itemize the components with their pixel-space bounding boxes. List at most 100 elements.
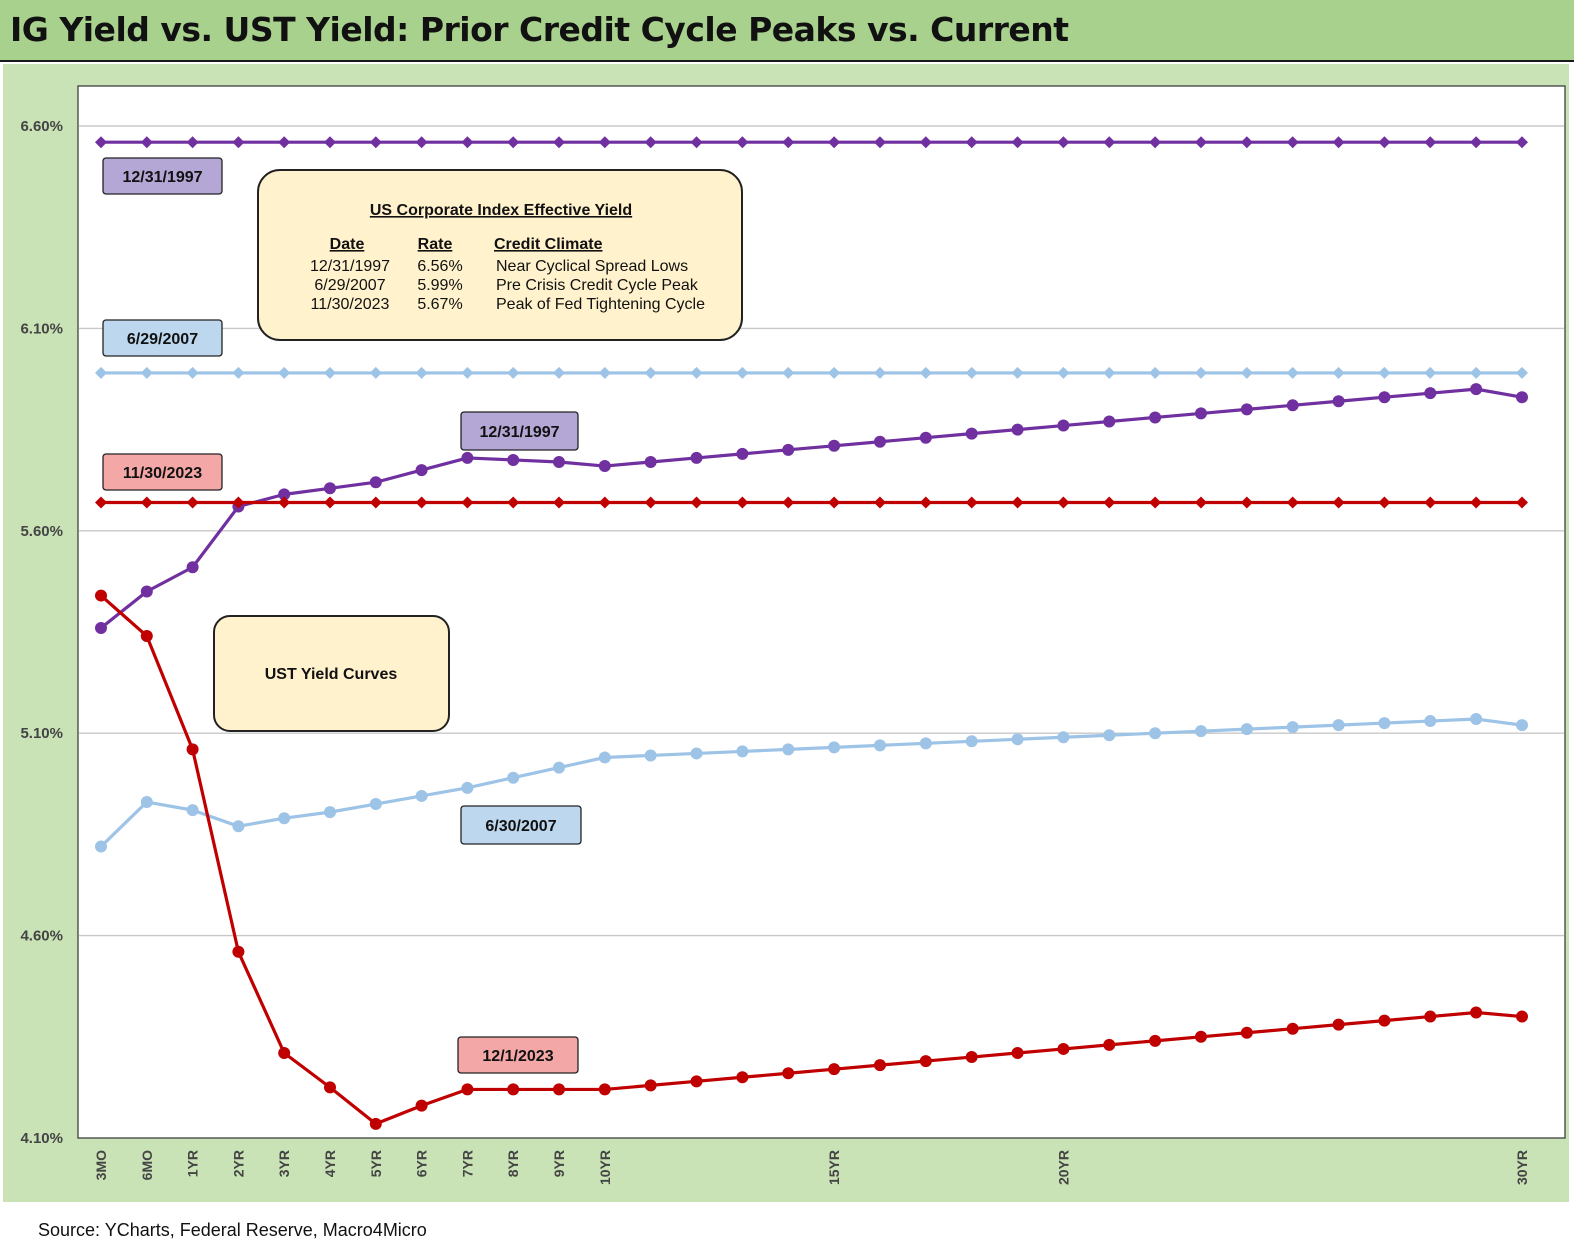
- data-point: [324, 482, 336, 495]
- legend-table-cell: Near Cyclical Spread Lows: [496, 258, 688, 275]
- legend-table-cell: 6/29/2007: [314, 277, 385, 294]
- data-point: [736, 366, 749, 379]
- data-point: [828, 439, 841, 452]
- data-point: [919, 496, 932, 509]
- data-point: [1194, 136, 1207, 149]
- series-ust-4: [95, 713, 1528, 853]
- series-ig_flat-2: [95, 496, 1528, 509]
- data-point: [461, 496, 474, 509]
- data-point: [1194, 1030, 1207, 1043]
- data-point: [1332, 496, 1345, 509]
- series-line: [100, 387, 1523, 630]
- data-point: [782, 743, 795, 756]
- data-point: [369, 496, 382, 509]
- data-point: [415, 464, 428, 477]
- data-point: [1011, 733, 1024, 746]
- data-point: [690, 451, 703, 464]
- data-point: [1332, 1018, 1345, 1031]
- data-point: [736, 496, 749, 509]
- data-point: [1332, 136, 1345, 149]
- data-point: [1240, 723, 1253, 736]
- data-point: [919, 136, 932, 149]
- label-box-bg: [457, 1036, 579, 1074]
- data-point: [828, 496, 841, 509]
- data-point: [461, 1083, 474, 1096]
- data-point: [1011, 1046, 1024, 1059]
- legend-table-cell: 11/30/2023: [311, 296, 390, 313]
- data-point: [1149, 366, 1162, 379]
- series-label-box: 6/29/2007: [102, 319, 223, 357]
- series-label: 12/31/1997: [122, 169, 202, 186]
- series-label: 11/30/2023: [123, 465, 202, 482]
- data-point: [507, 366, 520, 379]
- data-point: [1103, 136, 1116, 149]
- data-point: [873, 496, 886, 509]
- data-point: [644, 455, 657, 468]
- legend-table-cell: Peak of Fed Tightening Cycle: [496, 296, 705, 313]
- data-point: [965, 366, 978, 379]
- ust-yield-curves-box: UST Yield Curves: [213, 615, 450, 732]
- data-point: [1286, 1022, 1299, 1035]
- data-point: [1424, 1010, 1437, 1023]
- x-tick-label: 6YR: [414, 1150, 430, 1177]
- series-line: [99, 717, 1523, 848]
- data-point: [1240, 1026, 1253, 1039]
- y-tick-label: 6.60%: [20, 118, 63, 135]
- data-point: [1424, 366, 1437, 379]
- data-point: [965, 136, 978, 149]
- series-label-box: 12/31/1997: [102, 157, 223, 195]
- data-point: [1103, 366, 1116, 379]
- data-point: [919, 737, 932, 750]
- series-label-box: 6/30/2007: [460, 805, 582, 845]
- data-point: [919, 431, 932, 444]
- data-point: [232, 366, 245, 379]
- data-point: [95, 366, 107, 379]
- data-point: [1378, 1014, 1391, 1027]
- data-point: [1286, 496, 1299, 509]
- data-point: [873, 136, 886, 149]
- data-point: [140, 136, 153, 149]
- data-point: [1149, 136, 1162, 149]
- data-point: [232, 136, 245, 149]
- data-point: [1516, 719, 1528, 732]
- data-point: [415, 136, 428, 149]
- data-point: [369, 1117, 382, 1130]
- data-point: [324, 806, 336, 819]
- data-point: [644, 749, 657, 762]
- data-point: [1011, 423, 1024, 436]
- data-point: [1240, 366, 1253, 379]
- data-point: [1240, 496, 1253, 509]
- x-tick-label: 7YR: [459, 1150, 475, 1177]
- data-point: [95, 840, 107, 853]
- label-box-bg: [460, 805, 582, 845]
- data-point: [598, 751, 611, 764]
- series-label: 12/31/1997: [479, 424, 559, 441]
- data-point: [553, 496, 565, 509]
- data-point: [140, 796, 153, 809]
- data-point: [415, 1099, 428, 1112]
- gridlines: [79, 125, 1564, 937]
- data-point: [690, 1075, 703, 1088]
- legend-table-cell: 6.56%: [417, 258, 462, 275]
- data-point: [186, 496, 199, 509]
- data-point: [1194, 366, 1207, 379]
- data-point: [690, 496, 703, 509]
- data-point: [186, 136, 199, 149]
- label-box-bg: [102, 157, 223, 195]
- data-point: [1286, 721, 1299, 734]
- data-point: [186, 561, 199, 574]
- data-point: [1470, 713, 1483, 726]
- data-point: [1378, 717, 1391, 730]
- data-point: [782, 136, 795, 149]
- source-note: Source: YCharts, Federal Reserve, Macro4…: [38, 1220, 427, 1240]
- annotation-layer: 12/31/1997 6/29/2007 11/30/2023 12/31/1997 6…: [102, 157, 743, 1074]
- data-point: [186, 804, 199, 817]
- data-point: [598, 1083, 611, 1096]
- data-point: [1286, 136, 1299, 149]
- x-tick-label: 4YR: [322, 1150, 338, 1177]
- series-label-box: 12/31/1997: [460, 411, 579, 451]
- x-tick-label: 6MO: [139, 1150, 155, 1180]
- data-point: [782, 443, 795, 456]
- data-point: [598, 366, 611, 379]
- data-point: [324, 1081, 336, 1094]
